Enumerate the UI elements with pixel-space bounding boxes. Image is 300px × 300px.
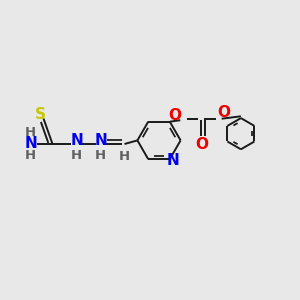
Text: N: N xyxy=(25,136,38,152)
Text: O: O xyxy=(217,105,230,120)
Text: N: N xyxy=(167,153,179,168)
Text: N: N xyxy=(70,133,83,148)
Text: S: S xyxy=(34,107,45,122)
Text: O: O xyxy=(169,108,182,123)
Text: H: H xyxy=(95,149,106,162)
Text: H: H xyxy=(71,149,82,162)
Text: H: H xyxy=(24,149,36,162)
Text: N: N xyxy=(94,133,107,148)
Text: O: O xyxy=(195,137,208,152)
Text: H: H xyxy=(24,126,36,139)
Text: H: H xyxy=(119,149,130,163)
